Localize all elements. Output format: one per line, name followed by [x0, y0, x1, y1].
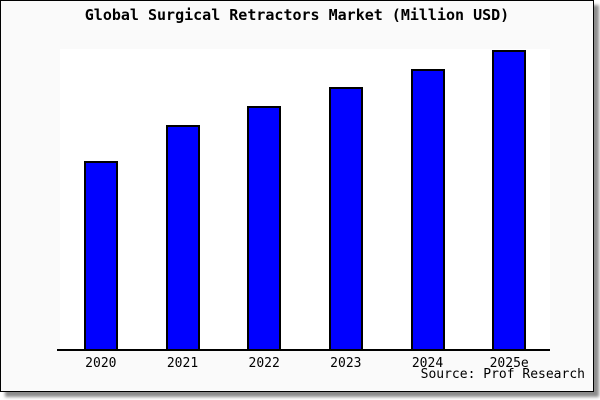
bar-2021	[165, 125, 200, 349]
x-tick-label-2024: 2024	[411, 356, 444, 371]
bar-2024	[410, 69, 445, 349]
bar-2023	[328, 87, 363, 349]
plot-area: 2020 2021 2022 2023 2024 2025e	[57, 49, 550, 371]
x-tick-label-2021: 2021	[166, 356, 199, 371]
x-tick-label-2023: 2023	[330, 356, 362, 371]
x-tick-label-2022: 2022	[248, 356, 280, 371]
x-tick-label-2025e: 2025e	[489, 356, 529, 371]
chart-frame: Global Surgical Retractors Market (Milli…	[0, 0, 594, 392]
x-tick-label-2020: 2020	[85, 356, 117, 371]
chart-title: Global Surgical Retractors Market (Milli…	[84, 6, 510, 24]
bar-2020	[83, 161, 118, 349]
bar-2025e	[492, 50, 527, 349]
x-axis-line	[57, 349, 550, 351]
source-note: Source: Prof Research	[420, 367, 585, 382]
bar-2022	[247, 106, 282, 349]
